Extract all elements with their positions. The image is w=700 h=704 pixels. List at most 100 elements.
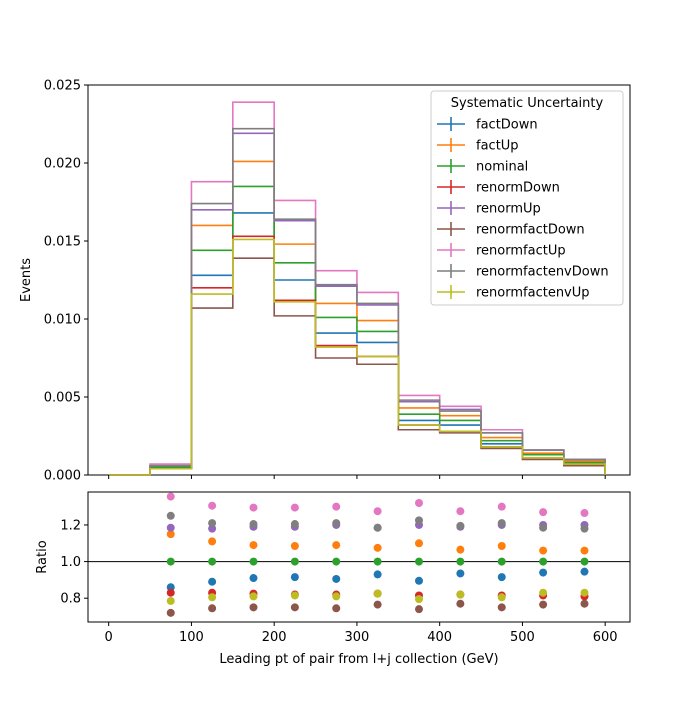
upper-y-tick-label: 0.020 [44, 157, 81, 172]
ratio-point [249, 574, 258, 583]
ratio-point [166, 530, 175, 539]
lower-panel: 0.8 1.0 1.2 0 100 200 300 400 500 600 Ratio Lead… [35, 491, 631, 667]
ratio-point [373, 600, 382, 609]
ratio-point [580, 546, 589, 555]
ratio-point [249, 503, 258, 512]
ratio-point [456, 507, 465, 516]
ratio-series-factDown [166, 567, 589, 592]
upper-x-ticks [108, 475, 606, 479]
upper-y-tick-label: 0.005 [44, 391, 81, 406]
ratio-point [580, 567, 589, 576]
ratio-series-renormfactDown [166, 599, 589, 617]
legend-label: factUp [476, 139, 519, 154]
ratio-point [332, 541, 341, 550]
x-axis-label: Leading pt of pair from l+j collection (… [219, 652, 498, 667]
ratio-point [290, 591, 299, 600]
ratio-point [290, 520, 299, 529]
histogram-step-renormfactenvUp [108, 238, 606, 476]
legend-label: nominal [476, 160, 528, 175]
ratio-series-renormfactUp [166, 492, 589, 518]
ratio-point [373, 589, 382, 598]
ratio-point [332, 574, 341, 583]
ratio-point [497, 542, 506, 551]
ratio-point [497, 573, 506, 582]
ratio-point [166, 492, 175, 501]
ratio-point [332, 557, 341, 566]
legend: Systematic Uncertainty factDown factUp nom… [430, 90, 624, 306]
legend-label: renormDown [476, 181, 560, 196]
ratio-point [414, 539, 423, 548]
ratio-point [539, 508, 548, 517]
ratio-point [580, 588, 589, 597]
ratio-point [539, 523, 548, 532]
lower-x-tick-label: 400 [427, 630, 452, 645]
ratio-point [332, 502, 341, 511]
ratio-point [373, 523, 382, 532]
lower-x-tick-label: 300 [345, 630, 370, 645]
ratio-point [208, 501, 217, 510]
legend-item-renormfactenvUp: renormfactenvUp [437, 285, 590, 301]
legend-item-renormfactenvDown: renormfactenvDown [437, 264, 609, 280]
legend-label: renormfactenvUp [476, 286, 590, 301]
ratio-point [456, 569, 465, 578]
ratio-point [456, 557, 465, 566]
legend-item-renormDown: renormDown [437, 180, 560, 196]
legend-label: renormfactUp [476, 244, 566, 259]
legend-label: renormUp [476, 202, 541, 217]
upper-y-axis-label: Events [19, 258, 34, 302]
ratio-point [414, 557, 423, 566]
ratio-point [332, 519, 341, 528]
upper-plot-frame [87, 84, 631, 476]
ratio-point [166, 557, 175, 566]
legend-label: renormfactDown [476, 223, 585, 238]
legend-label: factDown [476, 118, 538, 133]
ratio-point [208, 577, 217, 586]
lower-plot-frame [87, 491, 631, 623]
ratio-series-renormfactenvUp [166, 588, 589, 605]
ratio-point [208, 524, 217, 533]
ratio-point [373, 543, 382, 552]
upper-y-tick-label: 0.025 [44, 79, 81, 94]
legend-item-renormfactDown: renormfactDown [437, 222, 585, 238]
legend-item-nominal: nominal [437, 159, 528, 175]
ratio-point [208, 537, 217, 546]
ratio-point [208, 557, 217, 566]
ratio-point [497, 519, 506, 528]
upper-y-tick-label: 0.000 [44, 469, 81, 484]
ratio-points [166, 492, 589, 617]
lower-x-ticks: 0 100 200 300 400 500 600 [105, 622, 618, 645]
ratio-point [166, 523, 175, 532]
lower-y-ticks: 0.8 1.0 1.2 [60, 518, 88, 607]
ratio-point [249, 557, 258, 566]
ratio-point [166, 596, 175, 605]
ratio-point [414, 595, 423, 604]
upper-y-tick-label: 0.015 [44, 235, 81, 250]
ratio-point [539, 557, 548, 566]
ratio-point [414, 516, 423, 525]
legend-item-factUp: factUp [437, 138, 519, 154]
ratio-point [497, 557, 506, 566]
ratio-point [414, 498, 423, 507]
ratio-series-renormfactenvDown [166, 511, 589, 533]
ratio-point [249, 520, 258, 529]
ratio-point [456, 590, 465, 599]
ratio-point [373, 507, 382, 516]
ratio-point [373, 570, 382, 579]
ratio-point [290, 542, 299, 551]
legend-item-renormUp: renormUp [437, 201, 541, 217]
ratio-point [580, 509, 589, 518]
lower-x-tick-label: 100 [179, 630, 204, 645]
upper-y-tick-label: 0.010 [44, 313, 81, 328]
ratio-point [539, 568, 548, 577]
lower-y-axis-label: Ratio [35, 540, 50, 573]
histogram-series-renormfactenvUp [108, 238, 606, 476]
ratio-point [497, 603, 506, 612]
ratio-point [249, 603, 258, 612]
ratio-point [249, 592, 258, 601]
legend-item-factDown: factDown [437, 117, 538, 133]
lower-y-tick-label: 1.0 [60, 555, 81, 570]
ratio-point [290, 503, 299, 512]
legend-title: Systematic Uncertainty [451, 96, 604, 111]
